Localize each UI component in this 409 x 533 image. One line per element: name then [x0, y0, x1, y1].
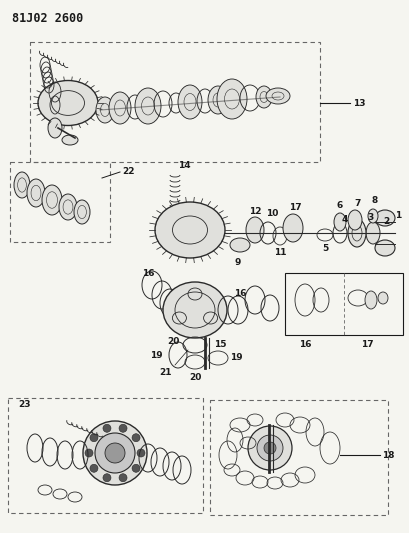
- Bar: [210, 400, 388, 515]
- Circle shape: [137, 449, 145, 457]
- Ellipse shape: [38, 80, 98, 125]
- Text: 19: 19: [151, 351, 163, 359]
- Text: 20: 20: [168, 337, 180, 346]
- Ellipse shape: [256, 86, 272, 108]
- Text: 17: 17: [289, 203, 301, 212]
- Text: 2: 2: [383, 217, 389, 227]
- Text: 16: 16: [299, 340, 311, 349]
- Text: 20: 20: [189, 373, 201, 382]
- Ellipse shape: [109, 92, 131, 124]
- Text: 15: 15: [214, 340, 227, 349]
- Text: 7: 7: [355, 199, 361, 208]
- Circle shape: [90, 434, 98, 442]
- Text: 12: 12: [249, 207, 261, 216]
- Ellipse shape: [62, 135, 78, 145]
- Ellipse shape: [375, 210, 395, 226]
- Ellipse shape: [246, 217, 264, 243]
- Circle shape: [132, 464, 140, 472]
- Circle shape: [103, 474, 111, 482]
- Text: 6: 6: [337, 201, 343, 210]
- Text: 23: 23: [18, 400, 31, 409]
- Circle shape: [103, 424, 111, 432]
- Text: 81J02 2600: 81J02 2600: [12, 12, 83, 25]
- Ellipse shape: [83, 421, 147, 485]
- Ellipse shape: [59, 194, 77, 220]
- Circle shape: [119, 474, 127, 482]
- Ellipse shape: [96, 97, 114, 123]
- Text: 5: 5: [322, 244, 328, 253]
- Text: 1: 1: [395, 211, 401, 220]
- Ellipse shape: [14, 172, 30, 198]
- Ellipse shape: [42, 185, 62, 215]
- Text: 18: 18: [382, 450, 395, 459]
- Ellipse shape: [217, 79, 247, 119]
- Text: 19: 19: [230, 353, 243, 362]
- Circle shape: [119, 424, 127, 432]
- Ellipse shape: [105, 443, 125, 463]
- Bar: [30, 42, 320, 162]
- Ellipse shape: [257, 435, 283, 461]
- Ellipse shape: [283, 214, 303, 242]
- Bar: [8, 398, 203, 513]
- Ellipse shape: [27, 179, 45, 207]
- Text: 16: 16: [234, 289, 246, 298]
- Ellipse shape: [135, 88, 161, 124]
- Ellipse shape: [365, 291, 377, 309]
- Text: 17: 17: [361, 340, 373, 349]
- Ellipse shape: [95, 433, 135, 473]
- Ellipse shape: [378, 292, 388, 304]
- Ellipse shape: [208, 86, 228, 114]
- Ellipse shape: [248, 426, 292, 470]
- Ellipse shape: [155, 202, 225, 258]
- Text: 16: 16: [142, 269, 154, 278]
- Circle shape: [85, 449, 93, 457]
- Text: 4: 4: [342, 215, 348, 224]
- Bar: [285, 273, 403, 335]
- Bar: [10, 162, 110, 242]
- Ellipse shape: [74, 200, 90, 224]
- Ellipse shape: [348, 210, 362, 230]
- Ellipse shape: [48, 118, 62, 138]
- Ellipse shape: [178, 85, 202, 119]
- Circle shape: [132, 434, 140, 442]
- Text: 10: 10: [266, 209, 278, 218]
- Text: 14: 14: [178, 161, 191, 170]
- Text: 13: 13: [353, 99, 366, 108]
- Ellipse shape: [368, 209, 378, 223]
- Ellipse shape: [334, 213, 346, 231]
- Ellipse shape: [366, 222, 380, 244]
- Ellipse shape: [375, 240, 395, 256]
- Text: 11: 11: [274, 248, 286, 257]
- Circle shape: [90, 464, 98, 472]
- Text: 3: 3: [367, 214, 373, 222]
- Ellipse shape: [163, 282, 227, 338]
- Text: 8: 8: [372, 196, 378, 205]
- Text: 21: 21: [159, 368, 171, 377]
- Text: 9: 9: [235, 258, 241, 267]
- Ellipse shape: [266, 88, 290, 104]
- Ellipse shape: [348, 219, 366, 247]
- Text: 22: 22: [122, 167, 135, 176]
- Ellipse shape: [264, 442, 276, 454]
- Ellipse shape: [230, 238, 250, 252]
